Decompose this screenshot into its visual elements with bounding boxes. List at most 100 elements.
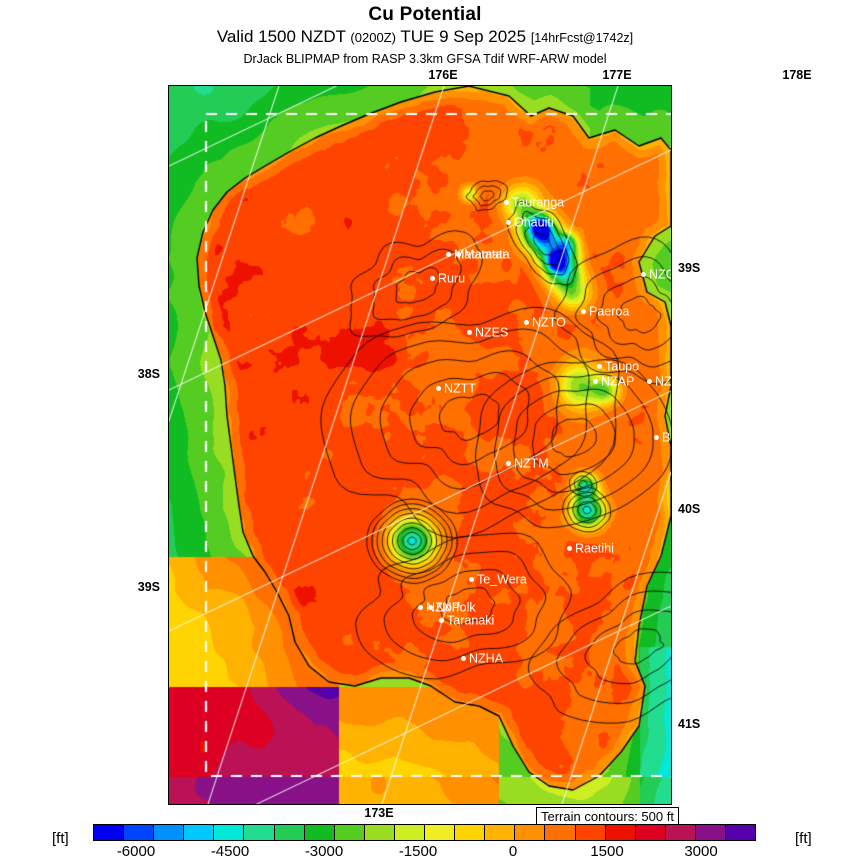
station-marker-dot [641, 272, 646, 278]
station-name: NZTO [532, 315, 566, 330]
station-label: NZAP [593, 375, 634, 388]
forecast-tag: [14hrFcst@1742z] [530, 31, 634, 45]
station-name: Taranaki [447, 613, 495, 628]
station-label: NZTM [506, 457, 549, 470]
station-label: NZTT [436, 382, 476, 395]
station-label: NZGA [641, 267, 671, 282]
station-name: Ohauiti [514, 215, 554, 230]
station-marker-dot [654, 435, 659, 441]
station-marker-dot [567, 546, 572, 552]
model-source: DrJack BLIPMAP from RASP 3.3km GFSA Tdif… [243, 52, 607, 66]
station-name: Norfolk [436, 600, 476, 615]
lon-label-bottom-0: 173E [364, 806, 394, 820]
lat-label-right-0: 39S [678, 261, 701, 275]
station-marker-dot [581, 309, 586, 315]
valid-time-line: Valid 1500 NZDT (0200Z) TUE 9 Sep 2025 [… [0, 26, 850, 49]
page-title: Cu Potential [368, 4, 482, 25]
station-marker-dot [647, 379, 652, 385]
station-label: NZHA [461, 652, 503, 665]
station-marker-dot [506, 220, 511, 226]
station-name: Taupo [605, 359, 640, 374]
station-marker-dot [418, 605, 423, 611]
lat-label-left-1: 39S [137, 580, 160, 594]
station-name: NZHA [469, 651, 504, 666]
station-marker-dot [456, 252, 461, 258]
station-marker-dot [524, 320, 529, 326]
colorbar-tick-2: -3000 [304, 843, 344, 860]
station-name: Tauranga [512, 195, 565, 210]
colorbar-swatch-19 [665, 825, 696, 840]
colorbar-scale[interactable] [93, 824, 756, 841]
colorbar-tick-1: -4500 [210, 843, 250, 860]
station-marker-dot [436, 386, 441, 392]
colorbar-swatch-10 [394, 825, 426, 840]
station-label: Te_Wera [469, 573, 527, 586]
colorbar-swatch-3 [184, 825, 215, 840]
station-name: Boyd [662, 430, 671, 445]
colorbar-swatch-8 [334, 825, 365, 840]
station-label: Ohauiti [506, 216, 554, 229]
station-label: Raetihi [567, 542, 614, 555]
terrain-contour-legend: Terrain contours: 500 ft [536, 807, 679, 827]
station-name: Ruru [438, 271, 466, 286]
colorbar-section: [ft] [ft] -6000 -4500 -3000 -1500 0 1500 3000 [0, 820, 850, 860]
station-label: Tauranga [504, 196, 564, 209]
colorbar-swatch-5 [244, 825, 275, 840]
lat-label-left-0: 38S [137, 367, 160, 381]
station-marker-dot [428, 605, 433, 611]
station-name: Raetihi [575, 541, 614, 556]
station-name: Matatai [464, 247, 505, 262]
valid-time: Valid 1500 NZDT [216, 27, 346, 46]
station-name: NZRK [655, 374, 672, 389]
station-marker-dot [430, 276, 435, 282]
valid-date: TUE 9 Sep 2025 [400, 27, 527, 46]
colorbar-swatch-13 [485, 825, 516, 840]
header: Cu Potential Valid 1500 NZDT (0200Z) TUE… [0, 4, 850, 67]
colorbar-swatch-17 [605, 825, 636, 840]
colorbar-swatch-9 [364, 825, 395, 840]
colorbar-swatch-11 [425, 825, 456, 840]
lat-label-right-1: 40S [678, 502, 701, 516]
colorbar-swatch-0 [94, 825, 125, 840]
colorbar-swatch-12 [455, 825, 486, 840]
station-label: Boyd [654, 430, 671, 445]
colorbar-swatch-2 [154, 825, 185, 840]
station-name: Te_Wera [477, 572, 527, 587]
station-label: Taranaki [439, 614, 494, 627]
station-label: Paeroa [581, 305, 629, 318]
colorbar-unit-left: [ft] [52, 830, 69, 847]
colorbar-swatch-20 [695, 825, 726, 840]
station-name: NZGA [649, 267, 671, 282]
station-name: NZES [475, 325, 509, 340]
station-marker-dot [593, 379, 598, 385]
lon-label-top-0: 176E [428, 68, 458, 82]
lon-label-top-1: 177E [602, 68, 632, 82]
station-marker-dot [467, 330, 472, 336]
station-name: NZNP [426, 600, 461, 615]
cu-potential-raster [169, 86, 671, 804]
colorbar-swatch-21 [725, 825, 756, 840]
station-marker-dot [504, 200, 509, 206]
colorbar-swatch-15 [545, 825, 576, 840]
station-label: NZNP [418, 601, 460, 614]
colorbar-tick-4: 0 [508, 843, 518, 860]
station-label: NZTO [524, 316, 566, 329]
station-name: NZAP [601, 374, 635, 389]
station-name: Paeroa [589, 304, 630, 319]
colorbar-swatch-7 [304, 825, 335, 840]
lon-label-top-2: 178E [782, 68, 812, 82]
station-name: NZTM [514, 456, 549, 471]
station-marker-dot [506, 461, 511, 467]
station-label: Matatai [456, 248, 505, 261]
station-marker-dot [439, 618, 444, 624]
colorbar-swatch-16 [575, 825, 606, 840]
station-label: Taupo [597, 360, 639, 373]
colorbar-tick-0: -6000 [116, 843, 156, 860]
colorbar-tick-labels: -6000 -4500 -3000 -1500 0 1500 3000 [0, 843, 850, 861]
station-label: Ruru [430, 272, 465, 285]
station-name: Matamata [454, 247, 510, 262]
station-label: Norfolk [428, 601, 476, 614]
colorbar-swatch-6 [274, 825, 305, 840]
